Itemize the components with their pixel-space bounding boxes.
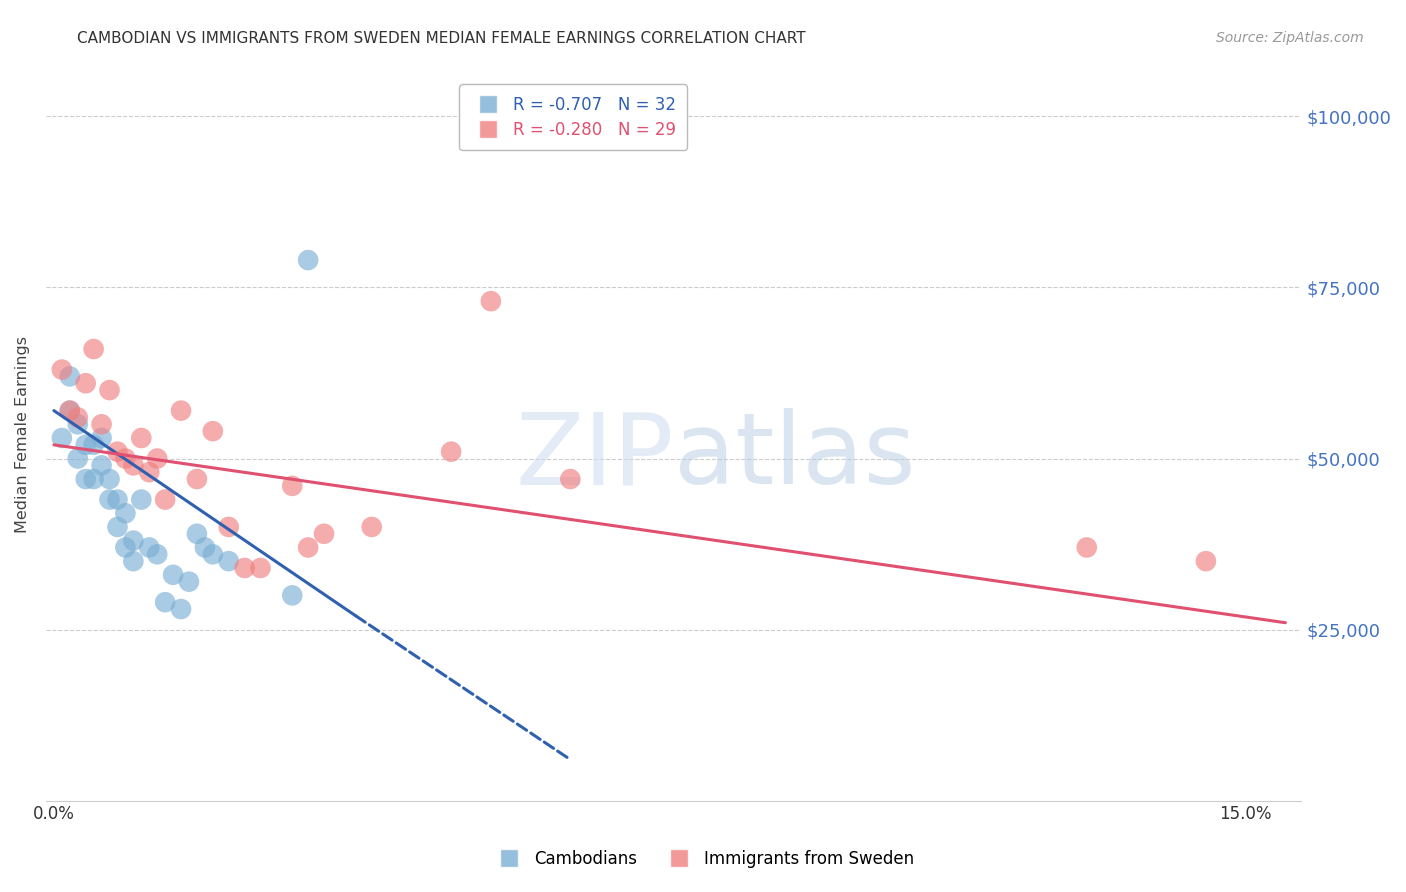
Point: [233, 561, 256, 575]
Point: [146, 547, 169, 561]
Point: [114, 506, 136, 520]
Point: [138, 465, 160, 479]
Point: [479, 294, 502, 309]
Text: atlas: atlas: [673, 408, 915, 505]
Point: [59, 369, 82, 384]
Point: [1195, 554, 1218, 568]
Point: [59, 403, 82, 417]
Point: [186, 472, 208, 486]
Legend: Cambodians, Immigrants from Sweden: Cambodians, Immigrants from Sweden: [485, 844, 921, 875]
Point: [177, 574, 200, 589]
Point: [51, 362, 73, 376]
Point: [153, 595, 176, 609]
Point: [201, 424, 224, 438]
Point: [194, 541, 217, 555]
Point: [107, 492, 129, 507]
Point: [98, 383, 121, 397]
Point: [218, 520, 240, 534]
Point: [83, 342, 105, 356]
Point: [98, 492, 121, 507]
Point: [249, 561, 271, 575]
Point: [66, 417, 89, 432]
Legend: R = -0.707   N = 32, R = -0.280   N = 29: R = -0.707 N = 32, R = -0.280 N = 29: [460, 84, 688, 150]
Point: [131, 492, 153, 507]
Point: [90, 431, 112, 445]
Point: [59, 403, 82, 417]
Point: [75, 438, 97, 452]
Point: [281, 479, 304, 493]
Point: [98, 472, 121, 486]
Text: Source: ZipAtlas.com: Source: ZipAtlas.com: [1216, 31, 1364, 45]
Point: [360, 520, 382, 534]
Point: [66, 410, 89, 425]
Point: [297, 253, 319, 268]
Point: [51, 431, 73, 445]
Point: [170, 602, 193, 616]
Point: [560, 472, 582, 486]
Text: ZIP: ZIP: [515, 408, 673, 505]
Point: [131, 431, 153, 445]
Point: [170, 403, 193, 417]
Point: [153, 492, 176, 507]
Point: [312, 526, 335, 541]
Point: [83, 438, 105, 452]
Point: [114, 451, 136, 466]
Point: [75, 376, 97, 391]
Point: [83, 472, 105, 486]
Point: [107, 444, 129, 458]
Point: [138, 541, 160, 555]
Point: [90, 458, 112, 473]
Point: [440, 444, 463, 458]
Point: [122, 533, 145, 548]
Point: [75, 472, 97, 486]
Point: [66, 451, 89, 466]
Point: [297, 541, 319, 555]
Point: [90, 417, 112, 432]
Point: [114, 541, 136, 555]
Point: [146, 451, 169, 466]
Text: CAMBODIAN VS IMMIGRANTS FROM SWEDEN MEDIAN FEMALE EARNINGS CORRELATION CHART: CAMBODIAN VS IMMIGRANTS FROM SWEDEN MEDI…: [77, 31, 806, 46]
Y-axis label: Median Female Earnings: Median Female Earnings: [15, 336, 30, 533]
Point: [201, 547, 224, 561]
Point: [186, 526, 208, 541]
Point: [122, 554, 145, 568]
Point: [107, 520, 129, 534]
Point: [281, 588, 304, 602]
Point: [1076, 541, 1098, 555]
Point: [162, 567, 184, 582]
Point: [218, 554, 240, 568]
Point: [122, 458, 145, 473]
